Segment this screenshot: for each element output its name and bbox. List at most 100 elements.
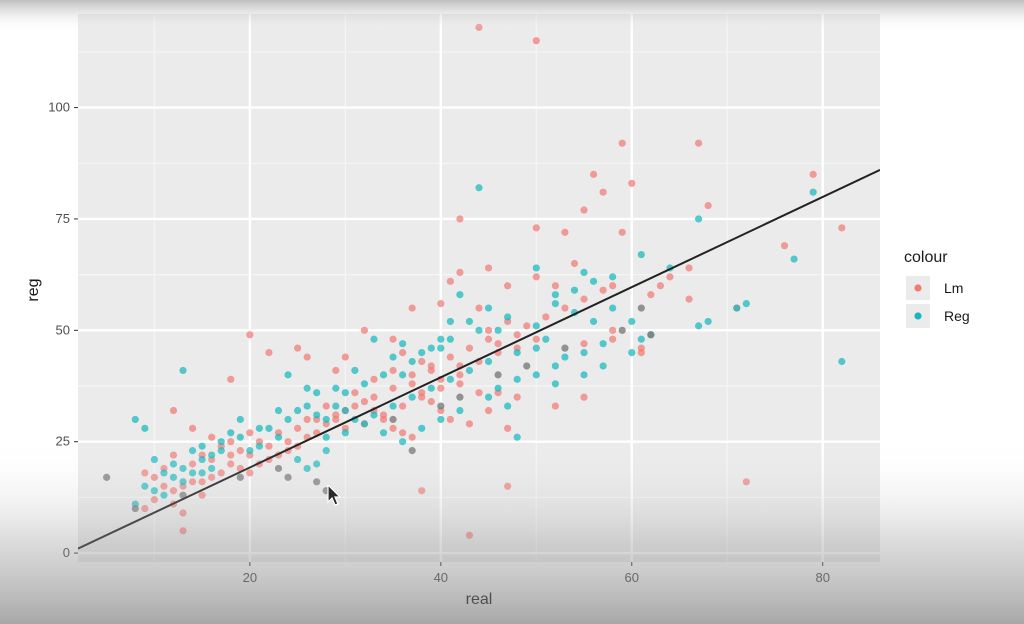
scatter-point-reg: [399, 438, 407, 446]
scatter-point-lm: [465, 344, 474, 352]
scatter-point-reg: [570, 286, 579, 294]
scatter-point-lm: [227, 438, 235, 446]
scatter-point-lm: [408, 304, 416, 312]
scatter-point-lm: [484, 264, 493, 272]
scatter-point-lm: [475, 304, 483, 312]
scatter-point-reg: [341, 389, 349, 397]
scatter-point-reg: [188, 447, 197, 455]
scatter-point-lm: [580, 340, 588, 348]
scatter-point-lm: [399, 429, 407, 437]
scatter-point-reg: [303, 464, 311, 473]
scatter-point-reg: [427, 344, 435, 352]
scatter-point-reg: [838, 357, 846, 366]
scatter-point-reg: [274, 433, 283, 441]
scatter-point-reg: [456, 406, 464, 415]
scatter-point-lm: [532, 335, 540, 343]
scatter-point-reg: [150, 455, 158, 464]
scatter-point-lm: [456, 268, 464, 277]
scatter-point-lm: [628, 179, 636, 187]
scatter-point-reg: [609, 273, 617, 281]
scatter-point-reg: [484, 393, 493, 401]
scatter-point-reg: [313, 389, 321, 397]
scatter-point-reg: [418, 424, 426, 432]
scatter-point-lm: [599, 286, 607, 294]
scatter-point-lm: [198, 478, 206, 486]
y-tick-label: 0: [63, 545, 70, 560]
scatter-point-reg: [437, 344, 445, 352]
scatter-point-reg: [179, 478, 187, 486]
scatter-point-lm: [609, 326, 617, 334]
scatter-point-reg: [418, 349, 426, 357]
scatter-point-overlap: [647, 331, 655, 339]
scatter-point-reg: [217, 447, 225, 455]
scatter-point-lm: [437, 299, 445, 308]
scatter-point-reg: [484, 304, 493, 312]
scatter-point-reg: [293, 455, 302, 464]
scatter-point-lm: [589, 170, 598, 178]
scatter-point-lm: [742, 478, 750, 486]
scatter-point-lm: [150, 473, 158, 481]
scatter-point-overlap: [456, 393, 464, 401]
scatter-point-lm: [332, 411, 340, 419]
scatter-point-overlap: [389, 415, 397, 424]
scatter-point-reg: [532, 344, 540, 352]
scatter-point-reg: [408, 393, 416, 401]
scatter-point-reg: [475, 184, 483, 192]
scatter-point-lm: [513, 331, 521, 339]
y-tick-label: 75: [56, 211, 70, 226]
scatter-point-lm: [494, 340, 502, 348]
scatter-point-reg: [532, 371, 540, 379]
scatter-point-reg: [637, 250, 645, 259]
scatter-point-lm: [704, 201, 712, 210]
scatter-point-reg: [198, 469, 206, 477]
scatter-point-reg: [303, 384, 311, 392]
scatter-point-lm: [838, 224, 846, 232]
scatter-point-reg: [599, 362, 607, 370]
scatter-point-reg: [208, 464, 216, 473]
scatter-point-lm: [188, 478, 197, 486]
scatter-point-lm: [360, 398, 369, 406]
scatter-point-reg: [332, 384, 340, 392]
scatter-point-overlap: [284, 473, 292, 481]
scatter-point-reg: [313, 411, 321, 419]
scatter-point-reg: [561, 353, 569, 361]
scatter-point-reg: [227, 429, 235, 437]
scatter-point-lm: [513, 393, 521, 401]
scatter-point-lm: [208, 473, 216, 481]
scatter-point-lm: [570, 259, 579, 268]
scatter-point-lm: [141, 469, 149, 477]
scatter-point-lm: [685, 264, 693, 272]
scatter-point-lm: [408, 380, 416, 388]
scatter-point-lm: [303, 353, 311, 361]
scatter-point-lm: [188, 424, 197, 432]
scatter-point-reg: [351, 366, 359, 375]
scatter-point-lm: [141, 504, 149, 513]
y-axis-title: reg: [25, 278, 42, 301]
scatter-point-reg: [131, 415, 139, 424]
scatter-point-reg: [580, 268, 588, 277]
scatter-point-lm: [179, 527, 187, 535]
scatter-point-reg: [551, 362, 559, 370]
scatter-point-reg: [322, 433, 330, 441]
scatter-point-reg: [370, 335, 378, 343]
scatter-point-reg: [332, 402, 340, 410]
scatter-point-lm: [293, 424, 302, 432]
scatter-point-reg: [504, 313, 512, 321]
scatter-point-reg: [284, 371, 292, 379]
scatter-point-reg: [169, 473, 178, 481]
scatter-point-reg: [475, 326, 483, 334]
scatter-point-reg: [589, 277, 598, 285]
scatter-point-reg: [609, 304, 617, 312]
scatter-point-reg: [370, 411, 378, 419]
scatter-point-lm: [504, 424, 512, 432]
scatter-point-reg: [293, 406, 302, 415]
scatter-point-reg: [313, 460, 321, 468]
scatter-point-lm: [322, 402, 330, 410]
scatter-point-lm: [456, 380, 464, 388]
scatter-point-reg: [599, 340, 607, 348]
scatter-point-reg: [446, 317, 454, 326]
x-tick-label: 40: [434, 570, 448, 585]
scatter-point-reg: [408, 357, 416, 366]
scatter-point-lm: [360, 326, 369, 334]
scatter-point-lm: [389, 384, 397, 392]
